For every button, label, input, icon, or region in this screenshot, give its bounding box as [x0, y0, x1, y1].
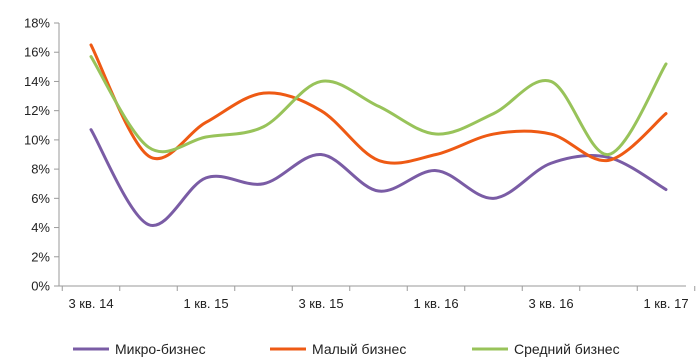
- x-tick-label: 1 кв. 16: [413, 296, 458, 311]
- series-line-2: [89, 43, 668, 165]
- y-tick-label: 16%: [24, 45, 50, 60]
- y-tick-label: 14%: [24, 74, 50, 89]
- x-tick-label: 1 кв. 17: [643, 296, 688, 311]
- y-tick-label: 12%: [24, 103, 50, 118]
- series-line-1: [89, 128, 668, 227]
- legend: Микро-бизнес Малый бизнес Средний бизнес: [73, 341, 620, 357]
- y-tick-label: 10%: [24, 132, 50, 147]
- y-tick-label: 4%: [31, 220, 50, 235]
- legend-label-3: Средний бизнес: [514, 341, 620, 357]
- legend-label-1: Микро-бизнес: [115, 341, 206, 357]
- x-tick-label: 3 кв. 16: [528, 296, 573, 311]
- series-line-3: [89, 55, 668, 156]
- x-tick-label: 1 кв. 15: [183, 296, 228, 311]
- axes: 0% 2% 4% 6% 8% 10% 12% 14% 16% 18% 3 кв. 14 1 кв. 1…: [24, 16, 696, 311]
- series-layer: [89, 43, 668, 227]
- x-tick-label: 3 кв. 15: [298, 296, 343, 311]
- y-tick-label: 6%: [31, 191, 50, 206]
- x-tick-label: 3 кв. 14: [68, 296, 113, 311]
- y-tick-label: 2%: [31, 249, 50, 264]
- y-tick-label: 8%: [31, 162, 50, 177]
- legend-label-2: Малый бизнес: [312, 341, 406, 357]
- y-tick-label: 18%: [24, 16, 50, 31]
- y-tick-label: 0%: [31, 279, 50, 294]
